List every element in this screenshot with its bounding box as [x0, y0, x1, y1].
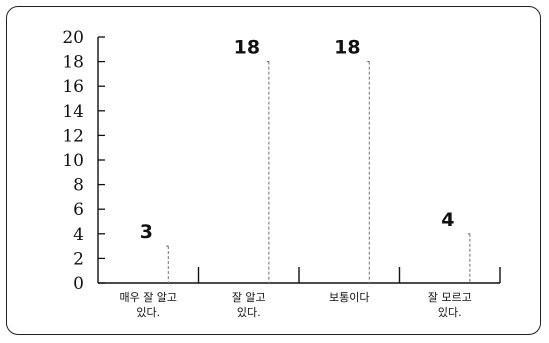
y-tick-label: 12: [62, 126, 84, 146]
category-label: 있다.: [136, 306, 160, 319]
data-labels: 3 18 18 4: [140, 37, 455, 244]
y-tick-label: 18: [62, 53, 84, 73]
y-tick-label: 16: [62, 77, 84, 97]
chart-frame: [6, 6, 541, 335]
y-tick-label: 10: [62, 151, 84, 171]
category-label: 잘 모르고: [428, 291, 472, 304]
bars: [166, 61, 471, 283]
category-label: 있다.: [438, 306, 462, 319]
category-label: 잘 알고: [232, 290, 266, 304]
data-label: 3: [140, 221, 153, 243]
y-tick-label: 4: [73, 225, 84, 245]
category-label: 매우 잘 알고: [119, 290, 177, 304]
chart-axes: [97, 37, 501, 284]
y-tick-label: 20: [62, 28, 84, 48]
data-label: 18: [234, 37, 260, 59]
y-tick-label: 6: [73, 200, 84, 220]
category-label: 있다.: [237, 306, 261, 319]
y-tick-label: 0: [73, 274, 84, 294]
data-label: 18: [334, 37, 360, 59]
y-tick-label: 8: [73, 176, 84, 196]
y-tick-label: 14: [62, 102, 84, 122]
category-label: 보통이다: [329, 291, 369, 304]
y-tick-label: 2: [73, 249, 84, 269]
data-label: 4: [441, 209, 454, 231]
y-axis-ticks: 0 2 4 6 8 10 12 14 16 18 20: [62, 28, 105, 294]
